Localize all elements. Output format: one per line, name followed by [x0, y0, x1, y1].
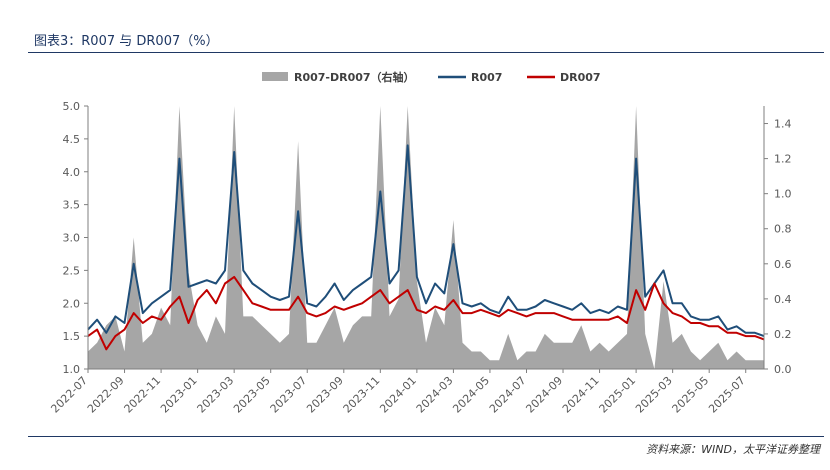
x-tick-label: 2023-03: [195, 374, 237, 416]
x-tick-label: 2023-07: [268, 374, 310, 416]
x-tick-label: 2024-05: [450, 374, 492, 416]
right-tick-label: 1.4: [774, 118, 792, 131]
right-tick-label: 0.8: [774, 223, 792, 236]
x-tick-label: 2023-09: [304, 374, 346, 416]
left-tick-label: 3.5: [63, 199, 81, 212]
x-tick-label: 2022-11: [122, 374, 164, 416]
legend-label: R007: [471, 71, 502, 84]
legend-label: DR007: [560, 71, 601, 84]
bottom-rule: [28, 436, 824, 437]
x-tick-label: 2024-11: [560, 374, 602, 416]
line-layer: [87, 144, 765, 351]
x-tick-label: 2023-05: [231, 374, 273, 416]
legend-label: R007-DR007（右轴）: [294, 70, 415, 84]
right-tick-label: 0.6: [774, 258, 792, 271]
x-tick-label: 2024-09: [523, 374, 565, 416]
x-tick-label: 2023-11: [341, 374, 383, 416]
x-tick-label: 2023-01: [158, 374, 200, 416]
right-tick-label: 0.4: [774, 293, 792, 306]
x-tick-label: 2025-01: [597, 374, 639, 416]
dr007-line: [87, 275, 765, 351]
right-tick-label: 1.0: [774, 188, 792, 201]
left-tick-label: 2.5: [63, 264, 81, 277]
chart-title: 图表3：R007 与 DR007（%）: [34, 34, 219, 49]
top-rule: [28, 52, 824, 53]
x-tick-label: 2025-05: [670, 374, 712, 416]
x-tick-label: 2025-07: [706, 374, 748, 416]
left-tick-label: 2.0: [63, 297, 81, 310]
x-tick-label: 2024-01: [377, 374, 419, 416]
right-tick-label: 1.2: [774, 153, 792, 166]
left-tick-label: 4.0: [63, 166, 81, 179]
left-tick-label: 1.5: [63, 330, 81, 343]
left-tick-label: 1.0: [63, 363, 81, 376]
legend: R007-DR007（右轴） R007 DR007: [262, 70, 601, 84]
source-note: 资料来源：WIND，太平洋证券整理: [646, 443, 820, 456]
legend-swatch-spread: [262, 72, 288, 81]
x-tick-label: 2024-03: [414, 374, 456, 416]
left-tick-label: 3.0: [63, 232, 81, 245]
left-tick-label: 4.5: [63, 133, 81, 146]
right-tick-label: 0.2: [774, 328, 792, 341]
x-tick-label: 2022-09: [85, 374, 127, 416]
spread-area-layer: [88, 106, 764, 369]
left-tick-label: 5.0: [63, 100, 81, 113]
r007-line: [87, 144, 765, 338]
x-tick-label: 2024-07: [487, 374, 529, 416]
chart-canvas: R007-DR007（右轴） R007 DR007 1.0 1.5 2.0 2.5 3.0 3…: [48, 70, 792, 416]
right-tick-label: 0.0: [774, 363, 792, 376]
x-tick-label: 2025-03: [633, 374, 675, 416]
spread-area: [88, 106, 764, 369]
x-tick-label: 2022-07: [48, 374, 90, 416]
